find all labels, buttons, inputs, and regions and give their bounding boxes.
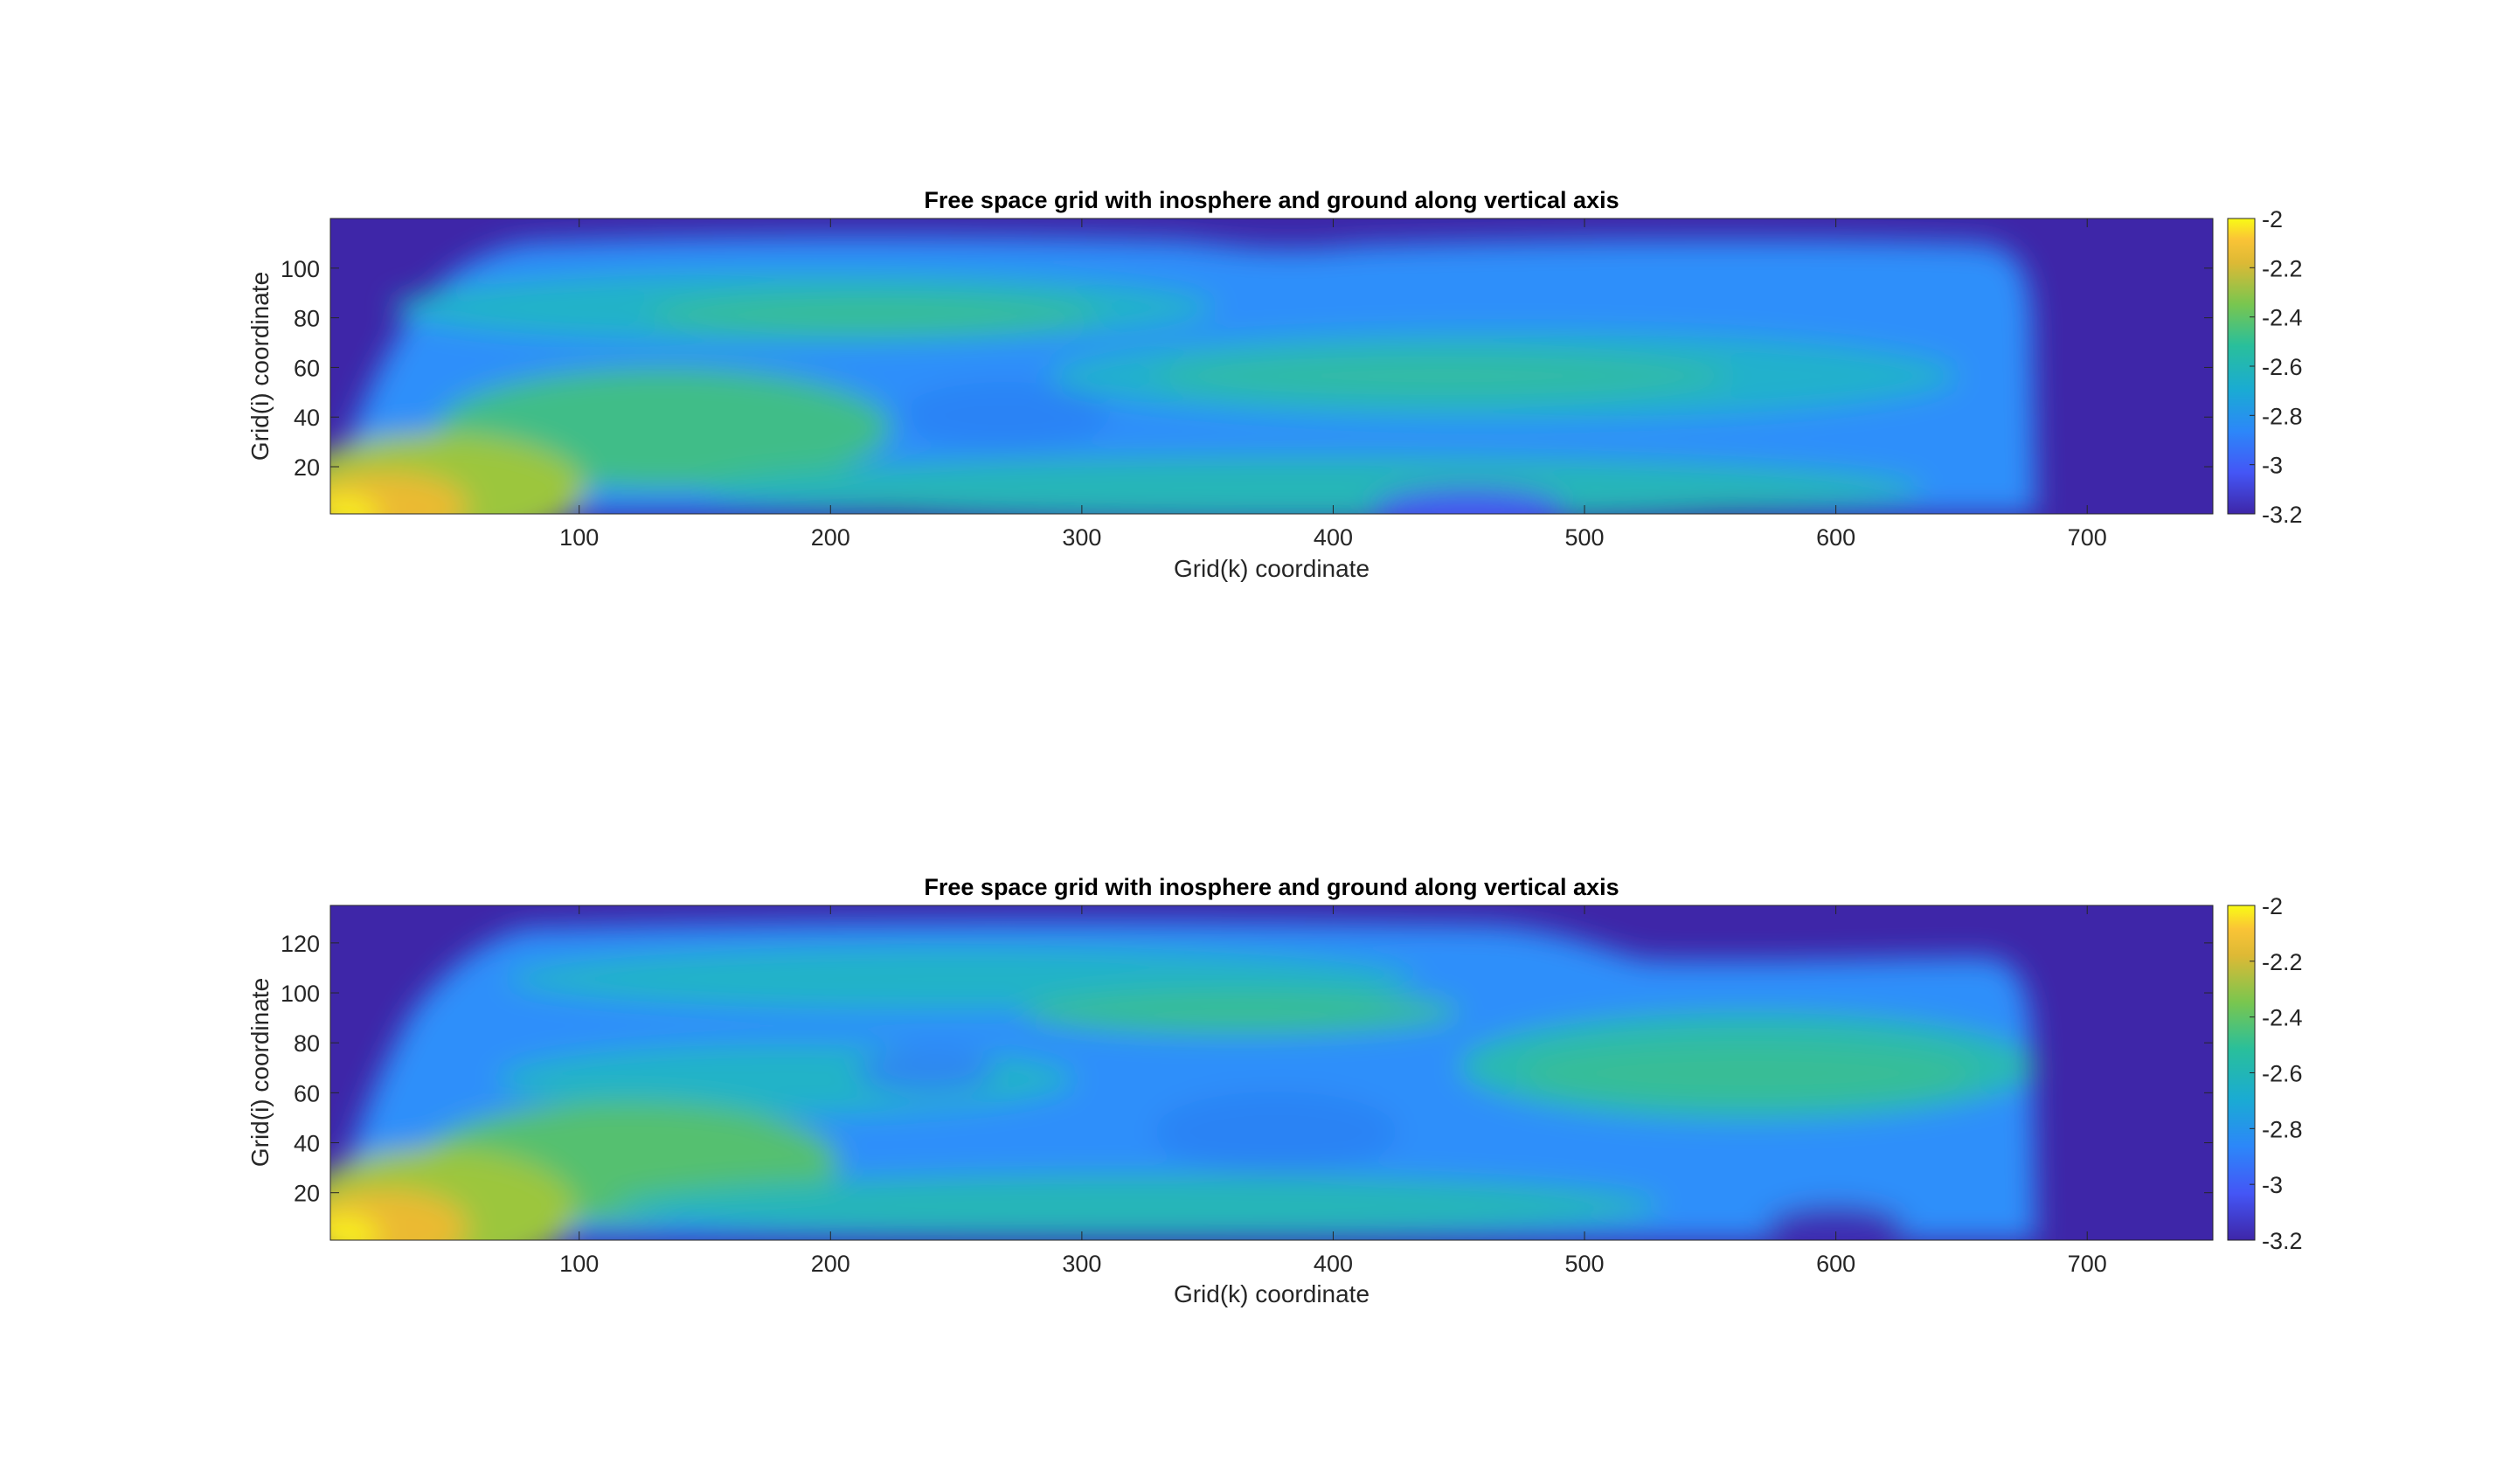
colorbar-tick-label: -2.2 [2262, 949, 2303, 975]
x-tick-label: 600 [1816, 524, 1855, 551]
x-tick-label: 100 [559, 1251, 599, 1277]
middle-band-core-1 [1154, 353, 1730, 399]
x-tick-label: 200 [811, 524, 850, 551]
y-tick-label: 80 [294, 1030, 320, 1057]
colorbar-tick-label: -2.4 [2262, 305, 2303, 331]
y-tick-label: 80 [294, 306, 320, 332]
x-tick-label: 100 [559, 524, 599, 551]
chart-panel-1: Free space grid with inosphere and groun… [246, 187, 2303, 582]
colorbar-tick-label: -3 [2262, 453, 2283, 479]
plot-frame-1 [329, 218, 2214, 515]
y-tick-label: 20 [294, 454, 320, 481]
hot-region-2 [330, 1189, 468, 1240]
right-band-core-2 [1521, 1045, 1975, 1101]
y-axis-label-2: Grid(i) coordinate [246, 978, 274, 1167]
y-tick-label: 100 [281, 981, 320, 1007]
x-tick-label: 700 [2068, 1251, 2107, 1277]
upper-band-core-2 [1023, 989, 1460, 1035]
x-tick-label: 400 [1314, 1251, 1353, 1277]
heatmap-2 [330, 905, 2213, 1240]
x-tick-label: 300 [1062, 1251, 1101, 1277]
chart-title-2: Free space grid with inosphere and groun… [924, 874, 1619, 900]
colorbar-tick-label: -2.6 [2262, 354, 2303, 380]
upper-band-core-1 [647, 295, 1101, 334]
x-tick-label: 300 [1062, 524, 1101, 551]
cold-spot-2c [1765, 1205, 1905, 1240]
colorbar-tick-label: -2.8 [2262, 1116, 2303, 1142]
y-tick-label: 100 [281, 256, 320, 282]
cold-spot-1a [900, 382, 1110, 448]
y-tick-label: 60 [294, 355, 320, 381]
y-tick-label: 40 [294, 405, 320, 431]
x-ticks-2: 100 200 300 400 500 600 700 [559, 905, 2107, 1277]
colorbar-tick-label: -2 [2262, 893, 2283, 919]
colorbar-ticks-1: -2 -2.2 -2.4 -2.6 -2.8 -3 -3.2 [2250, 206, 2303, 528]
y-tick-label: 40 [294, 1131, 320, 1157]
colorbar-tick-label: -2.4 [2262, 1005, 2303, 1031]
lower-band-1 [699, 456, 1923, 514]
colorbar-tick-label: -3.2 [2262, 1228, 2303, 1254]
hot-region-1 [330, 472, 468, 514]
y-tick-label: 20 [294, 1181, 320, 1207]
lower-band-2 [612, 1175, 1661, 1238]
colorbar-ticks-2: -2 -2.2 -2.4 -2.6 -2.8 -3 -3.2 [2250, 893, 2303, 1254]
colorbar-tick-label: -2.6 [2262, 1061, 2303, 1087]
cold-spot-1b [1372, 489, 1564, 514]
colorbar-tick-label: -2.8 [2262, 403, 2303, 429]
colorbar-tick-label: -3 [2262, 1172, 2283, 1198]
x-tick-label: 500 [1565, 1251, 1605, 1277]
cold-spot-2a [1154, 1092, 1398, 1172]
y-tick-label: 60 [294, 1080, 320, 1106]
cold-spot-2b [856, 1048, 996, 1093]
colorbar-tick-label: -2 [2262, 206, 2283, 232]
chart-title-1: Free space grid with inosphere and groun… [924, 187, 1619, 213]
chart-panel-2: Free space grid with inosphere and groun… [246, 874, 2303, 1307]
y-ticks-1: 20 40 60 80 100 [281, 256, 2213, 481]
heatmap-1 [330, 218, 2213, 514]
y-tick-label: 120 [281, 931, 320, 957]
hot-corner-1 [330, 496, 378, 514]
x-tick-label: 500 [1565, 524, 1605, 551]
hot-corner-2 [330, 1216, 378, 1240]
x-axis-label-1: Grid(k) coordinate [1174, 555, 1369, 582]
plot-frame-2 [329, 905, 2214, 1241]
y-ticks-2: 20 40 60 80 100 120 [281, 931, 2213, 1207]
colorbar-tick-label: -2.2 [2262, 255, 2303, 281]
x-tick-label: 400 [1314, 524, 1353, 551]
x-tick-label: 200 [811, 1251, 850, 1277]
x-ticks-1: 100 200 300 400 500 600 700 [559, 218, 2107, 551]
x-axis-label-2: Grid(k) coordinate [1174, 1280, 1369, 1307]
colorbar-tick-label: -3.2 [2262, 502, 2303, 528]
y-axis-label-1: Grid(i) coordinate [246, 272, 274, 461]
x-tick-label: 700 [2068, 524, 2107, 551]
x-tick-label: 600 [1816, 1251, 1855, 1277]
